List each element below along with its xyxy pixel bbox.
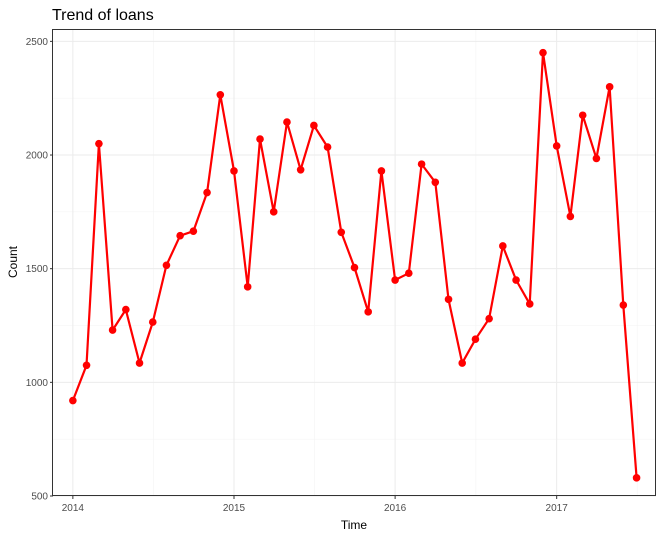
data-point	[539, 48, 547, 57]
y-axis: 500 1000 1500 2000 2500	[26, 37, 53, 503]
data-point	[485, 314, 493, 323]
data-point	[337, 228, 346, 237]
chart-title: Trend of loans	[52, 7, 154, 24]
data-point	[69, 396, 77, 405]
data-point	[605, 83, 614, 91]
data-point	[135, 359, 144, 367]
data-point	[350, 263, 359, 272]
data-point	[122, 305, 130, 314]
data-point	[619, 301, 628, 309]
data-point	[243, 283, 252, 291]
data-point	[417, 160, 426, 168]
data-point	[458, 359, 467, 367]
data-point	[323, 143, 332, 151]
y-tick-label: 2000	[26, 151, 49, 162]
data-point	[256, 135, 264, 143]
data-point	[189, 227, 198, 235]
x-tick-label: 2016	[384, 503, 407, 514]
data-point	[176, 231, 184, 240]
data-point	[95, 139, 103, 148]
y-tick-label: 1000	[26, 378, 49, 389]
data-point	[444, 295, 453, 304]
x-tick-label: 2017	[546, 503, 569, 514]
data-point	[310, 121, 318, 130]
data-point	[525, 300, 534, 308]
data-point	[162, 261, 171, 270]
data-point	[296, 166, 305, 174]
data-point	[269, 208, 278, 216]
data-point	[108, 326, 117, 334]
data-point	[404, 269, 413, 278]
panel-border	[52, 29, 656, 496]
data-point	[203, 188, 211, 197]
x-axis: 2014 2015 2016 2017	[62, 496, 568, 514]
data-point	[82, 361, 91, 370]
data-point	[391, 276, 399, 284]
data-point	[148, 318, 157, 326]
data-point	[431, 178, 440, 187]
x-tick-label: 2014	[62, 503, 85, 514]
data-point	[566, 212, 575, 221]
data-point	[499, 242, 507, 250]
x-tick-label: 2015	[223, 503, 246, 514]
data-point	[216, 90, 225, 99]
y-tick-label: 1500	[26, 264, 49, 275]
y-tick-label: 2500	[26, 37, 49, 48]
data-point	[377, 167, 386, 175]
grid	[53, 30, 656, 497]
data-point	[578, 111, 587, 120]
data-points	[69, 48, 641, 482]
y-tick-label: 500	[31, 492, 48, 503]
data-point	[632, 474, 641, 482]
y-axis-title: Count	[6, 245, 20, 278]
data-point	[230, 167, 238, 175]
data-point	[283, 118, 291, 126]
x-axis-title: Time	[341, 518, 368, 532]
data-point	[364, 308, 372, 316]
data-point	[471, 335, 480, 343]
data-point	[512, 276, 520, 284]
data-point	[552, 142, 561, 150]
data-point	[592, 154, 601, 163]
